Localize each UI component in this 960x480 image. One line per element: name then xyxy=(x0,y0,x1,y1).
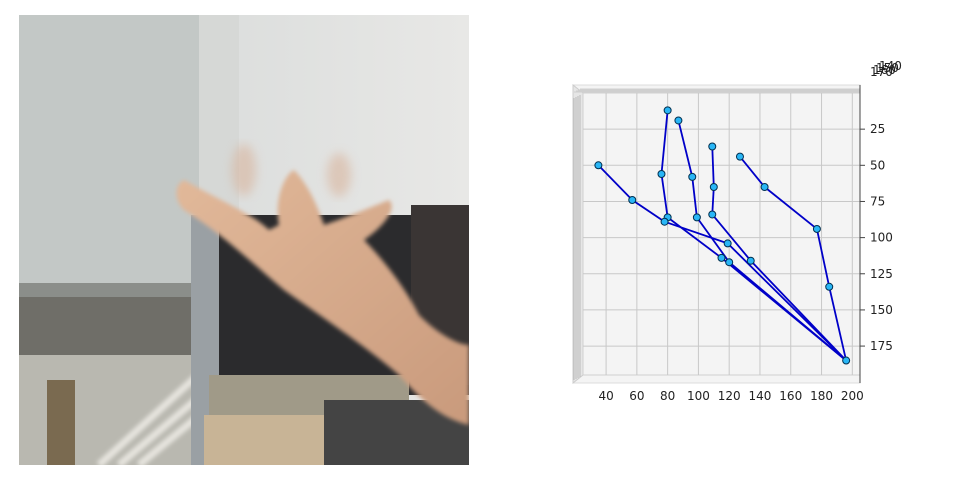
landmark-point xyxy=(660,217,669,226)
landmark-point xyxy=(709,183,718,191)
z-tick-label: 150 xyxy=(876,61,899,75)
skeleton-line xyxy=(631,199,666,223)
skeleton-line xyxy=(711,213,752,262)
x-tick-label: 180 xyxy=(810,389,833,403)
hand-landmark-3d-plot: 40 60 80 100 120 140 160 180 200 25 50 75 100 125 150 1… xyxy=(520,40,920,440)
skeleton-line xyxy=(660,173,669,218)
landmark-point xyxy=(657,169,666,178)
z-tick-label: 160 xyxy=(873,63,896,77)
x-tick-label: 120 xyxy=(718,389,741,403)
x-tick-label: 160 xyxy=(779,389,802,403)
y-tick-label: 150 xyxy=(870,303,893,317)
z-tick-label: 170 xyxy=(870,65,893,79)
y-tick-label: 50 xyxy=(870,158,885,172)
landmark-point xyxy=(692,213,701,222)
skeleton-line xyxy=(816,228,831,287)
landmark-points xyxy=(594,106,851,365)
landmark-point xyxy=(725,258,734,267)
landmark-point xyxy=(717,253,726,262)
plot-svg: 40 60 80 100 120 140 160 180 2002550751001251501… xyxy=(572,59,902,403)
pane-layer xyxy=(572,83,861,385)
skeleton-line xyxy=(828,286,848,361)
x-tick-label: 200 xyxy=(841,389,864,403)
skeleton-line xyxy=(711,146,715,188)
landmark-point xyxy=(708,142,717,151)
x-tick-label: 40 xyxy=(598,389,613,403)
landmark-point xyxy=(594,161,603,170)
skeleton-line xyxy=(677,120,694,178)
landmark-point xyxy=(842,356,851,365)
z-tick-label: 140 xyxy=(879,59,902,73)
x-tick-label: 140 xyxy=(749,389,772,403)
skeleton-line xyxy=(664,220,728,245)
landmark-point xyxy=(825,282,834,291)
window-sill xyxy=(19,283,219,297)
landmark-point xyxy=(663,106,672,115)
skeleton-line xyxy=(691,176,698,218)
landmark-point xyxy=(708,210,717,219)
x-tick-label: 80 xyxy=(660,389,675,403)
skeleton-line xyxy=(597,164,633,201)
y-tick-label: 75 xyxy=(870,194,885,208)
skeleton-line xyxy=(720,257,847,362)
motion-blur-fingers xyxy=(232,144,351,197)
hand-photo xyxy=(19,15,469,465)
skeleton-line xyxy=(667,216,723,259)
window-blind xyxy=(19,15,219,295)
landmark-point xyxy=(628,196,637,205)
skeleton-line xyxy=(739,156,766,188)
landmark-point xyxy=(746,256,755,265)
y-tick-label: 100 xyxy=(870,231,893,245)
landmark-point xyxy=(760,183,769,191)
x-tick-label: 100 xyxy=(687,389,710,403)
bottle xyxy=(47,380,75,465)
skeleton-line xyxy=(764,186,818,230)
y-tick-label: 125 xyxy=(870,267,893,281)
skeleton-lines xyxy=(597,110,848,362)
x-tick-label: 60 xyxy=(629,389,644,403)
landmark-point xyxy=(735,152,744,161)
landmark-point xyxy=(688,172,697,181)
box xyxy=(204,415,324,465)
skeleton-line xyxy=(660,110,669,175)
grid-layer xyxy=(583,93,860,375)
landmark-point xyxy=(723,239,732,248)
landmark-point xyxy=(674,116,683,125)
window-frame xyxy=(19,297,219,357)
hand xyxy=(176,170,469,425)
landmark-point xyxy=(812,224,821,233)
skeleton-line xyxy=(711,186,715,215)
y-tick-label: 175 xyxy=(870,339,893,353)
hand-photo-drawing xyxy=(19,15,469,465)
y-tick-label: 25 xyxy=(870,122,885,136)
tick-layer: 40 60 80 100 120 140 160 180 2002550751001251501… xyxy=(598,59,901,403)
